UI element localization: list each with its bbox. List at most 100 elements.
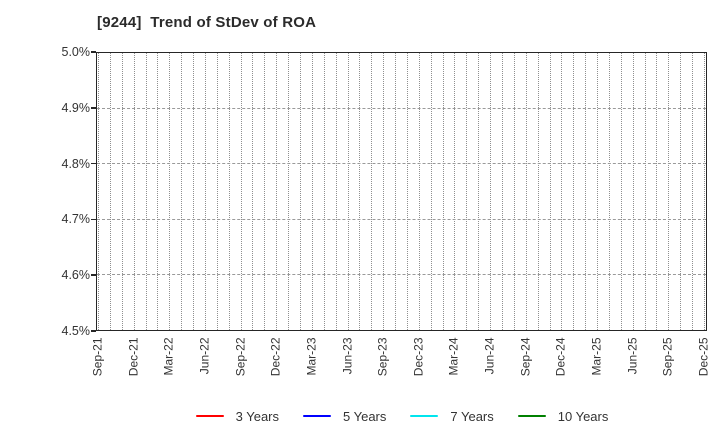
vertical-gridline [204,53,206,330]
x-tick-label: Mar-23 [304,337,319,376]
legend: 3 Years 5 Years 7 Years 10 Years [96,405,708,427]
legend-item-3-years: 3 Years [195,408,279,424]
vertical-gridline [193,53,195,330]
vertical-gridline [228,53,230,330]
x-tick-label: Sep-23 [375,337,390,376]
vertical-gridline [347,53,349,330]
y-tick-mark [91,107,96,109]
vertical-gridline [656,53,658,330]
y-tick-label: 4.5% [61,324,91,338]
vertical-gridline [418,53,420,330]
vertical-gridline [145,53,147,330]
legend-label: 7 Years [450,408,494,424]
plot-area [96,52,707,331]
x-tick-label: Mar-24 [446,337,461,376]
x-tick-label: Jun-25 [625,337,640,374]
legend-line-swatch [303,414,331,418]
y-tick-label: 4.7% [61,212,91,227]
vertical-gridline [300,53,301,330]
x-tick-label: Mar-22 [161,337,176,376]
x-tick-label: Jun-23 [340,337,355,374]
vertical-gridline [383,53,385,330]
vertical-gridline [537,53,539,330]
y-tick-mark [91,162,96,165]
horizontal-gridline [97,108,706,110]
vertical-gridline [181,53,183,330]
vertical-gridline [442,53,444,330]
legend-item-7-years: 7 Years [410,408,494,424]
vertical-gridline [240,53,242,330]
legend-label: 3 Years [235,408,279,424]
y-tick-label: 4.6% [61,268,91,283]
vertical-gridline [597,53,599,330]
vertical-gridline [490,53,492,330]
vertical-gridline [668,53,670,330]
vertical-gridline [704,53,705,330]
vertical-gridline [525,53,527,330]
vertical-gridline [121,53,123,330]
legend-label: 10 Years [557,408,609,424]
vertical-gridline [288,53,290,330]
vertical-gridline [466,53,468,330]
vertical-gridline [276,53,278,330]
vertical-gridline [252,53,254,330]
vertical-gridline [98,53,99,330]
y-tick-mark [91,330,96,332]
vertical-gridline [359,53,361,330]
x-tick-label: Sep-21 [90,337,105,376]
vertical-gridline [157,53,159,330]
y-tick-label: 4.8% [61,156,91,171]
legend-item-10-years: 10 Years [517,408,609,424]
vertical-gridline [169,53,171,330]
vertical-gridline [335,53,337,330]
vertical-gridline [502,53,503,330]
legend-item-5-years: 5 Years [303,409,386,424]
vertical-gridline [264,53,266,330]
legend-line-swatch [410,414,439,418]
x-tick-label: Sep-25 [660,337,675,376]
vertical-gridline [608,53,610,330]
y-tick-mark [91,274,96,276]
vertical-gridline [513,53,515,330]
x-tick-label: Sep-24 [518,337,533,376]
vertical-gridline [454,53,456,330]
vertical-gridline [692,53,694,330]
vertical-gridline [585,53,587,330]
vertical-gridline [644,53,646,330]
legend-line-swatch [195,414,224,418]
horizontal-gridline [97,273,706,275]
vertical-gridline [430,53,432,330]
legend-label: 5 Years [343,408,387,424]
chart-title: [9244] Trend of StDev of ROA [97,14,317,31]
x-tick-label: Jun-22 [197,337,212,374]
vertical-gridline [311,53,313,330]
vertical-gridline [632,53,634,330]
vertical-gridline [561,53,563,330]
x-tick-label: Jun-24 [482,337,497,374]
x-tick-label: Dec-25 [696,337,711,376]
y-tick-label: 5.0% [61,45,91,59]
x-tick-label: Sep-22 [233,337,248,376]
vertical-gridline [371,53,373,330]
horizontal-gridline [97,163,706,165]
vertical-gridline [109,53,111,330]
x-tick-label: Dec-24 [553,337,568,376]
x-tick-label: Dec-22 [268,337,283,376]
vertical-gridline [133,53,135,330]
y-tick-label: 4.9% [61,100,91,115]
legend-line-swatch [517,414,546,418]
horizontal-gridline [97,218,706,220]
y-tick-mark [91,218,96,221]
vertical-gridline [549,53,551,330]
vertical-gridline [406,53,408,330]
x-tick-label: Dec-21 [126,337,141,376]
vertical-gridline [216,53,218,330]
vertical-gridline [395,53,397,330]
vertical-gridline [323,53,325,330]
vertical-gridline [620,53,622,330]
vertical-gridline [680,53,682,330]
vertical-gridline [573,53,575,330]
x-tick-label: Dec-23 [411,337,426,376]
y-tick-mark [91,51,96,53]
